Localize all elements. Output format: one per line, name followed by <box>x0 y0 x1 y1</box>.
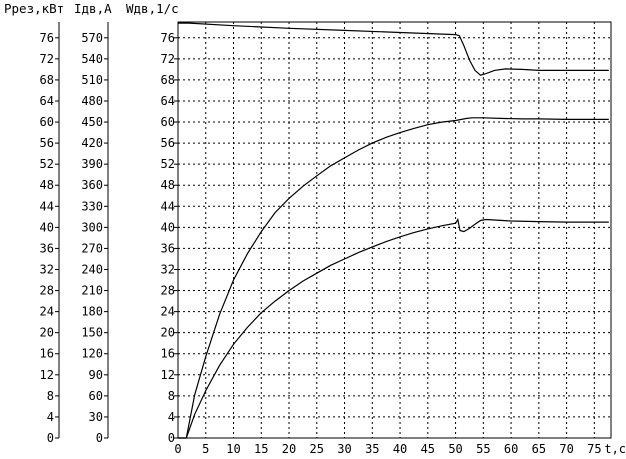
y-tick-label-1-3: 90 <box>89 368 103 382</box>
y-tick-label-0-0: 0 <box>47 431 54 445</box>
header-speed: Wдв,1/с <box>126 1 179 16</box>
x-tick-label-15: 75 <box>587 442 601 456</box>
y-tick-label-0-14: 56 <box>40 136 54 150</box>
axis-headers: Ррез,кВт Iдв,А Wдв,1/с <box>4 1 179 16</box>
y-tick-label-0-13: 52 <box>40 157 54 171</box>
x-tick-label-14: 70 <box>559 442 573 456</box>
y-tick-label-1-9: 270 <box>81 241 103 255</box>
x-tick-label-6: 30 <box>337 442 351 456</box>
x-tick-label-10: 50 <box>448 442 462 456</box>
y-tick-label-1-16: 480 <box>81 94 103 108</box>
x-tick-label-7: 35 <box>365 442 379 456</box>
header-power: Ррез,кВт <box>4 1 64 16</box>
y-tick-label-1-4: 120 <box>81 347 103 361</box>
x-tick-label-12: 60 <box>504 442 518 456</box>
y-tick-label-1-14: 420 <box>81 136 103 150</box>
y-tick-label-2-19: 76 <box>161 31 175 45</box>
series-line-1 <box>178 117 609 439</box>
y-tick-label-1-0: 0 <box>96 431 103 445</box>
y-tick-label-2-16: 64 <box>161 94 175 108</box>
y-tick-label-0-17: 68 <box>40 73 54 87</box>
y-tick-label-1-17: 510 <box>81 73 103 87</box>
x-tick-label-8: 40 <box>393 442 407 456</box>
x-tick-label-11: 55 <box>476 442 490 456</box>
y-tick-label-2-10: 40 <box>161 220 175 234</box>
series-group <box>178 22 609 439</box>
y-tick-label-1-18: 540 <box>81 52 103 66</box>
grid <box>178 22 611 438</box>
y-tick-label-2-12: 48 <box>161 178 175 192</box>
y-tick-label-0-1: 4 <box>47 410 54 424</box>
x-tick-labels: 0 5 10 15 20 25 30 35 40 45 50 55 60 65 70 75 t,c <box>174 442 626 456</box>
y-tick-label-0-5: 20 <box>40 326 54 340</box>
y-tick-label-2-6: 24 <box>161 305 175 319</box>
plot-frame <box>177 21 612 439</box>
y-tick-label-1-6: 180 <box>81 305 103 319</box>
y-tick-label-1-13: 390 <box>81 157 103 171</box>
x-tick-label-0: 0 <box>174 442 181 456</box>
y-tick-label-1-8: 240 <box>81 262 103 276</box>
y-tick-label-0-18: 72 <box>40 52 54 66</box>
y-tick-label-0-10: 40 <box>40 220 54 234</box>
y-tick-label-0-6: 24 <box>40 305 54 319</box>
y-tick-label-1-1: 30 <box>89 410 103 424</box>
y-tick-label-2-15: 60 <box>161 115 175 129</box>
series-line-0 <box>178 22 609 76</box>
y-tick-label-0-7: 28 <box>40 284 54 298</box>
y-tick-label-2-4: 16 <box>161 347 175 361</box>
y-tick-label-0-3: 12 <box>40 368 54 382</box>
x-tick-label-1: 5 <box>202 442 209 456</box>
y-tick-label-2-1: 4 <box>168 410 175 424</box>
x-tick-label-4: 20 <box>282 442 296 456</box>
x-tick-label-5: 25 <box>310 442 324 456</box>
y-tick-label-2-17: 68 <box>161 73 175 87</box>
y-tick-label-2-18: 72 <box>161 52 175 66</box>
y-tick-label-2-9: 36 <box>161 241 175 255</box>
series-line-2 <box>178 217 609 439</box>
y-tick-label-0-15: 60 <box>40 115 54 129</box>
y-tick-label-1-5: 150 <box>81 326 103 340</box>
y-tick-label-1-11: 330 <box>81 199 103 213</box>
y-tick-label-2-14: 56 <box>161 136 175 150</box>
x-tick-label-9: 45 <box>421 442 435 456</box>
y-tick-label-0-9: 36 <box>40 241 54 255</box>
y-tick-label-1-7: 210 <box>81 284 103 298</box>
x-axis-label: t,c <box>604 442 626 456</box>
y-tick-label-1-19: 570 <box>81 31 103 45</box>
y-tick-label-1-10: 300 <box>81 220 103 234</box>
y-tick-label-1-12: 360 <box>81 178 103 192</box>
left-axes: 0481216202428323640444852566064687276030… <box>40 22 179 445</box>
x-tick-label-13: 65 <box>532 442 546 456</box>
y-tick-label-0-16: 64 <box>40 94 54 108</box>
y-tick-label-2-11: 44 <box>161 199 175 213</box>
y-tick-label-2-7: 28 <box>161 284 175 298</box>
y-tick-label-2-2: 8 <box>168 389 175 403</box>
header-current: Iдв,А <box>74 1 112 16</box>
y-tick-label-0-2: 8 <box>47 389 54 403</box>
y-tick-label-0-8: 32 <box>40 262 54 276</box>
y-tick-label-1-15: 450 <box>81 115 103 129</box>
y-tick-label-2-3: 12 <box>161 368 175 382</box>
y-tick-label-0-11: 44 <box>40 199 54 213</box>
y-tick-label-2-5: 20 <box>161 326 175 340</box>
x-tick-label-2: 10 <box>226 442 240 456</box>
y-tick-label-0-4: 16 <box>40 347 54 361</box>
y-tick-label-2-0: 0 <box>168 431 175 445</box>
y-tick-label-0-19: 76 <box>40 31 54 45</box>
y-tick-label-2-8: 32 <box>161 262 175 276</box>
y-tick-label-2-13: 52 <box>161 157 175 171</box>
y-tick-label-0-12: 48 <box>40 178 54 192</box>
y-tick-label-1-2: 60 <box>89 389 103 403</box>
x-tick-label-3: 15 <box>254 442 268 456</box>
